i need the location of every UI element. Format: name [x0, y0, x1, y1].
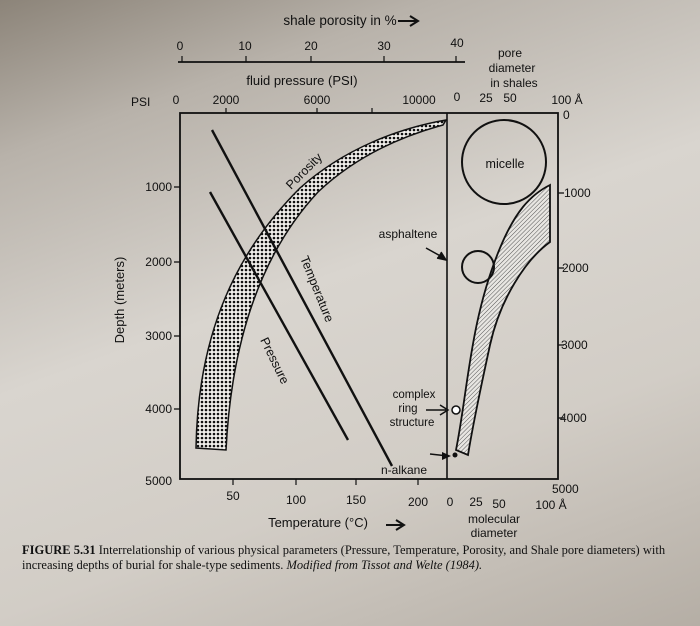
- temperature-label: Temperature: [297, 254, 336, 324]
- complex-ring-label-2: ring: [398, 403, 417, 415]
- asphaltene-label: asphaltene: [379, 227, 438, 241]
- molecular-tick-100: 100 Å: [535, 497, 566, 512]
- figure-caption: FIGURE 5.31 Interrelationship of various…: [22, 543, 682, 573]
- pore-diameter-title-2: diameter: [489, 61, 536, 75]
- temperature-curve: [210, 129, 394, 467]
- micelle-circle: [461, 119, 547, 205]
- depth-axis-ticks-left: [174, 186, 180, 410]
- pore-diameter-title-3: in shales: [490, 76, 537, 90]
- pore-tick-50: 50: [503, 91, 517, 105]
- arrow-right-icon: [426, 404, 450, 416]
- pressure-tick-2000: 2000: [213, 93, 240, 107]
- pore-tick-25: 25: [479, 91, 493, 105]
- depth-tick-1000: 1000: [145, 180, 172, 194]
- right-depth-tick-1000: 1000: [564, 186, 591, 200]
- porosity-tick-30: 30: [377, 39, 391, 53]
- pressure-tick-10000: 10000: [402, 93, 436, 107]
- pore-tick-100: 100 Å: [551, 92, 582, 107]
- n-alkane-label: n-alkane: [381, 463, 427, 477]
- right-depth-tick-4000: 4000: [560, 411, 587, 425]
- arrow-right-icon: [398, 15, 420, 27]
- right-depth-tick-5000: 5000: [552, 482, 579, 496]
- porosity-axis-ticks: [181, 56, 457, 62]
- complex-ring-circle: [451, 405, 461, 415]
- shale-pore-diameter-band: [454, 183, 551, 457]
- temperature-tick-200: 200: [408, 495, 428, 509]
- pore-zero-label: 0: [563, 108, 570, 122]
- depth-tick-3000: 3000: [145, 329, 172, 343]
- pore-tick-0: 0: [454, 90, 461, 104]
- arrowhead-icon: [442, 452, 451, 460]
- caption-text: Interrelationship of various physical pa…: [22, 543, 666, 572]
- micelle-label: micelle: [486, 157, 525, 171]
- molecular-tick-25: 25: [469, 495, 483, 509]
- porosity-tick-10: 10: [238, 39, 252, 53]
- pressure-axis-ticks: [225, 108, 373, 113]
- pore-diameter-title-1: pore: [498, 46, 522, 60]
- temperature-tick-50: 50: [226, 489, 240, 503]
- molecular-tick-50: 50: [492, 497, 506, 511]
- pressure-label: Pressure: [257, 335, 292, 386]
- right-depth-tick-2000: 2000: [562, 261, 589, 275]
- molecular-title-1: molecular: [468, 512, 520, 526]
- porosity-tick-0: 0: [177, 39, 184, 53]
- pressure-tick-0: 0: [173, 93, 180, 107]
- n-alkane-dot: [452, 452, 458, 458]
- temperature-tick-150: 150: [346, 493, 366, 507]
- arrow-right-icon: [386, 519, 406, 531]
- pressure-curve: [208, 191, 350, 441]
- complex-ring-label-3: structure: [390, 417, 435, 429]
- porosity-axis-title: shale porosity in %: [283, 13, 396, 28]
- pressure-axis-title: fluid pressure (PSI): [246, 73, 357, 88]
- pressure-tick-6000: 6000: [304, 93, 331, 107]
- temperature-axis-ticks: [232, 479, 419, 485]
- depth-tick-4000: 4000: [145, 402, 172, 416]
- complex-ring-label-1: complex: [393, 389, 436, 401]
- arrowhead-icon: [436, 251, 448, 262]
- pressure-axis-unit: PSI: [131, 95, 150, 109]
- depth-axis-ticks-right: [558, 192, 564, 419]
- caption-source: Modified from Tissot and Welte (1984).: [286, 558, 483, 572]
- porosity-tick-40: 40: [450, 36, 464, 50]
- porosity-curve: [195, 118, 448, 451]
- molecular-title-2: diameter: [471, 526, 518, 540]
- depth-tick-5000: 5000: [145, 474, 172, 488]
- plot-frame: [179, 112, 559, 480]
- molecular-tick-0: 0: [447, 495, 454, 509]
- temperature-axis-title: Temperature (°C): [268, 515, 368, 530]
- depth-tick-2000: 2000: [145, 255, 172, 269]
- figure-number: FIGURE 5.31: [22, 543, 96, 557]
- depth-axis-title: Depth (meters): [112, 257, 127, 344]
- porosity-tick-20: 20: [304, 39, 318, 53]
- asphaltene-circle: [461, 250, 495, 284]
- right-depth-tick-3000: 3000: [561, 338, 588, 352]
- temperature-tick-100: 100: [286, 493, 306, 507]
